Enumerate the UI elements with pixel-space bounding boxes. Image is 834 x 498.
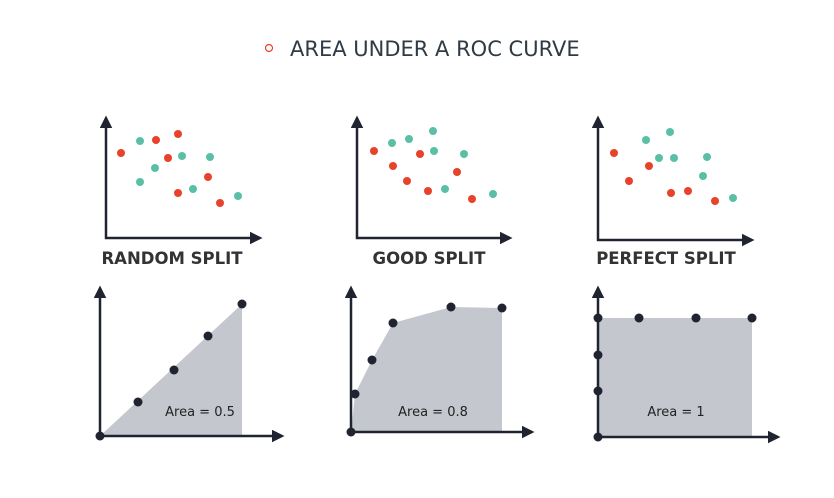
dot xyxy=(234,192,242,200)
dot xyxy=(703,153,711,161)
dot xyxy=(489,190,497,198)
dot xyxy=(389,162,397,170)
dot xyxy=(497,303,507,313)
dot xyxy=(174,130,182,138)
dot xyxy=(151,164,159,172)
dot xyxy=(403,177,411,185)
dot xyxy=(645,162,653,170)
dot xyxy=(711,197,719,205)
dot xyxy=(446,302,456,312)
dot xyxy=(684,187,692,195)
dot xyxy=(388,318,398,328)
dots xyxy=(370,127,497,203)
panel-label: PERFECT SPLIT xyxy=(596,249,736,268)
dot xyxy=(152,136,160,144)
dot xyxy=(216,199,224,207)
dot xyxy=(430,147,438,155)
area-label: Area = 0.8 xyxy=(398,405,468,420)
dot xyxy=(370,147,378,155)
dot xyxy=(388,139,396,147)
roc-points xyxy=(346,302,507,437)
dot xyxy=(367,355,377,365)
dots xyxy=(117,130,242,207)
dot xyxy=(666,128,674,136)
dot xyxy=(189,185,197,193)
dot xyxy=(460,150,468,158)
area-label: Area = 1 xyxy=(647,405,704,420)
dot xyxy=(634,313,644,323)
dot xyxy=(593,432,603,442)
dot xyxy=(453,168,461,176)
panel-label: GOOD SPLIT xyxy=(373,249,487,268)
dot xyxy=(424,187,432,195)
axes xyxy=(591,115,755,247)
dot xyxy=(610,149,618,157)
area-label: Area = 0.5 xyxy=(165,405,235,420)
dot xyxy=(416,150,424,158)
scatter-panel: PERFECT SPLIT xyxy=(591,115,755,268)
dot xyxy=(667,189,675,197)
dot xyxy=(747,313,757,323)
dots xyxy=(610,128,737,205)
roc-points xyxy=(95,299,247,441)
dot xyxy=(625,177,633,185)
dot xyxy=(178,152,186,160)
dot xyxy=(468,195,476,203)
dot xyxy=(699,172,707,180)
dot xyxy=(117,149,125,157)
dot xyxy=(237,299,247,309)
dot xyxy=(350,389,360,399)
roc-points xyxy=(593,313,757,442)
scatter-panel: RANDOM SPLIT xyxy=(99,115,263,268)
dot xyxy=(204,173,212,181)
dot xyxy=(593,350,603,360)
dot xyxy=(655,154,663,162)
dot xyxy=(729,194,737,202)
panel-label: RANDOM SPLIT xyxy=(101,249,243,268)
dot xyxy=(95,431,105,441)
dot xyxy=(429,127,437,135)
axes xyxy=(99,115,263,245)
dot xyxy=(593,313,603,323)
title: AREA UNDER A ROC CURVE xyxy=(290,37,580,61)
roc-panel: Area = 0.8 xyxy=(344,285,535,439)
dot xyxy=(206,153,214,161)
dot xyxy=(203,331,213,341)
dot xyxy=(405,135,413,143)
dot xyxy=(169,365,179,375)
dot xyxy=(691,313,701,323)
dot xyxy=(441,185,449,193)
dot xyxy=(136,137,144,145)
axes xyxy=(350,115,513,245)
dot xyxy=(164,154,172,162)
dot xyxy=(346,427,356,437)
dot xyxy=(174,189,182,197)
dot xyxy=(670,154,678,162)
dot xyxy=(642,136,650,144)
roc-panel: Area = 0.5 xyxy=(93,285,285,443)
scatter-panel: GOOD SPLIT xyxy=(350,115,513,268)
title-bullet xyxy=(264,43,274,53)
roc-panel: Area = 1 xyxy=(591,285,781,444)
dot xyxy=(593,386,603,396)
dot xyxy=(136,178,144,186)
dot xyxy=(133,397,143,407)
